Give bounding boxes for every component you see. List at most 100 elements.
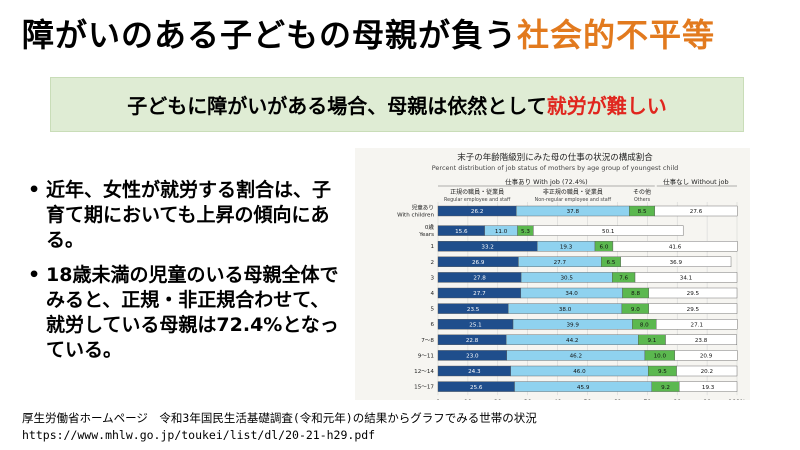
x-tick-label: 10 [464,399,472,400]
data-label: 27.1 [691,322,704,328]
chart-panel: 末子の年齢階級別にみた母の仕事の状況の構成割合 Percent distribu… [355,148,750,406]
bullet-item: • 18歳未満の児童のいる母親全体でみると、正規・非正規合わせて、就労している母親… [28,263,348,363]
bar-segment [620,256,732,268]
data-label: 27.6 [690,209,703,215]
series-header-en: Non-regular employee and staff [535,197,612,203]
series-header-en: Others [634,197,651,203]
data-label: 8.5 [638,209,647,215]
key-message-banner: 子どもに障がいがある場合、母親は依然として 就労が難しい [50,77,744,132]
source-citation: 厚生労働省ホームページ 令和3年国民生活基礎調査(令和元年)の結果からグラフでみ… [22,410,537,444]
data-label: 36.9 [670,260,683,266]
data-label: 45.9 [577,385,590,391]
data-label: 41.6 [669,244,682,250]
data-label: 6.0 [599,244,608,250]
bar-segment [654,205,738,217]
data-label: 44.2 [566,338,578,344]
data-label: 27.7 [473,291,486,297]
data-label: 8.0 [640,322,649,328]
stacked-bar-chart: 末子の年齢階級別にみた母の仕事の状況の構成割合 Percent distribu… [397,152,746,406]
source-url[interactable]: https://www.mhlw.go.jp/toukei/list/dl/20… [22,428,376,442]
x-tick-label: 50 [584,399,592,400]
bar-segment [533,225,684,236]
slide-title: 障がいのある子どもの母親が負う社会的不平等 [22,10,715,56]
with-job-label: 仕事あり With job (72.4%) [505,177,588,186]
category-label: 3 [430,275,434,281]
data-label: 5.3 [521,229,530,235]
bar-segment [648,303,738,314]
bar-segment [665,334,737,346]
data-label: 25.1 [469,322,482,328]
series-header-jp: 正規の職員・従業員 [450,188,504,196]
x-tick-label: 70 [643,399,651,400]
data-label: 19.3 [702,385,715,391]
data-label: 9.2 [661,385,670,391]
data-label: 29.5 [687,291,700,297]
bullet-dot: • [28,179,41,201]
bar-segment [679,381,738,392]
data-label: 23.0 [466,354,479,360]
x-tick-label: 60 [614,399,622,400]
bullet-dot: • [28,264,41,286]
data-label: 24.3 [468,369,481,375]
x-tick-label: 20 [494,399,502,400]
data-label: 29.5 [687,307,700,313]
banner-text: 子どもに障がいがある場合、母親は依然として [127,94,547,118]
data-label: 19.3 [560,244,573,250]
data-label: 23.5 [467,307,480,313]
title-main: 障がいのある子どもの母親が負う [22,16,518,54]
bar-segment [648,287,738,299]
data-label: 15.6 [455,229,468,235]
data-label: 39.9 [566,322,579,328]
data-label: 20.9 [700,354,713,360]
category-label: 児童あり [412,204,434,212]
data-label: 38.0 [559,307,572,313]
without-job-label: 仕事なし Without job [663,177,728,186]
data-label: 27.7 [554,260,567,266]
bullet-text: 18歳未満の児童のいる母親全体でみると、正規・非正規合わせて、就労している母親は… [46,264,339,361]
data-label: 11.0 [495,229,508,235]
chart-subtitle: Percent distribution of job status of mo… [432,164,679,172]
category-label: Years [418,232,434,238]
data-label: 8.8 [631,291,640,297]
bullet-list: • 近年、女性が就労する割合は、子育て期においても上昇の傾向にある。 • 18歳未満… [28,178,348,373]
x-tick-label: 100% [728,399,745,400]
data-label: 30.5 [560,276,573,282]
series-header-jp: その他 [633,188,651,196]
category-label: 7〜8 [421,338,434,344]
data-label: 46.2 [570,354,582,360]
bar-segment [656,318,738,330]
category-label: 0歳 [425,223,435,231]
data-label: 23.8 [695,338,708,344]
data-label: 25.6 [470,385,483,391]
x-tick-label: 80 [673,399,681,400]
source-line: 厚生労働省ホームページ 令和3年国民生活基礎調査(令和元年)の結果からグラフでみ… [22,411,537,425]
category-label: With children [397,213,434,219]
category-label: 12〜14 [414,369,434,375]
bullet-item: • 近年、女性が就労する割合は、子育て期においても上昇の傾向にある。 [28,178,348,253]
series-header-jp: 非正規の職員・従業員 [543,188,603,196]
category-label: 4 [430,291,434,297]
data-label: 9.5 [658,369,667,375]
series-header-en: Regular employee and staff [444,197,511,203]
data-label: 6.5 [607,260,616,266]
data-label: 50.1 [602,229,615,235]
data-label: 26.9 [472,260,485,266]
data-label: 7.6 [619,276,628,282]
data-label: 9.0 [631,307,640,313]
x-tick-label: 40 [554,399,562,400]
data-label: 20.2 [701,369,713,375]
x-tick-label: 90 [703,399,711,400]
data-label: 37.8 [567,209,580,215]
data-label: 33.2 [481,244,493,250]
category-label: 9〜11 [418,353,435,359]
title-accent: 社会的不平等 [517,16,716,54]
chart-title: 末子の年齢階級別にみた母の仕事の状況の構成割合 [457,152,653,163]
bullet-text: 近年、女性が就労する割合は、子育て期においても上昇の傾向にある。 [46,179,332,251]
category-label: 1 [430,244,434,250]
data-label: 46.0 [573,369,586,375]
bar-segment [676,365,738,377]
data-label: 34.1 [680,276,693,282]
category-label: 2 [430,260,434,266]
data-label: 27.8 [473,276,486,282]
bar-segment [612,240,738,252]
